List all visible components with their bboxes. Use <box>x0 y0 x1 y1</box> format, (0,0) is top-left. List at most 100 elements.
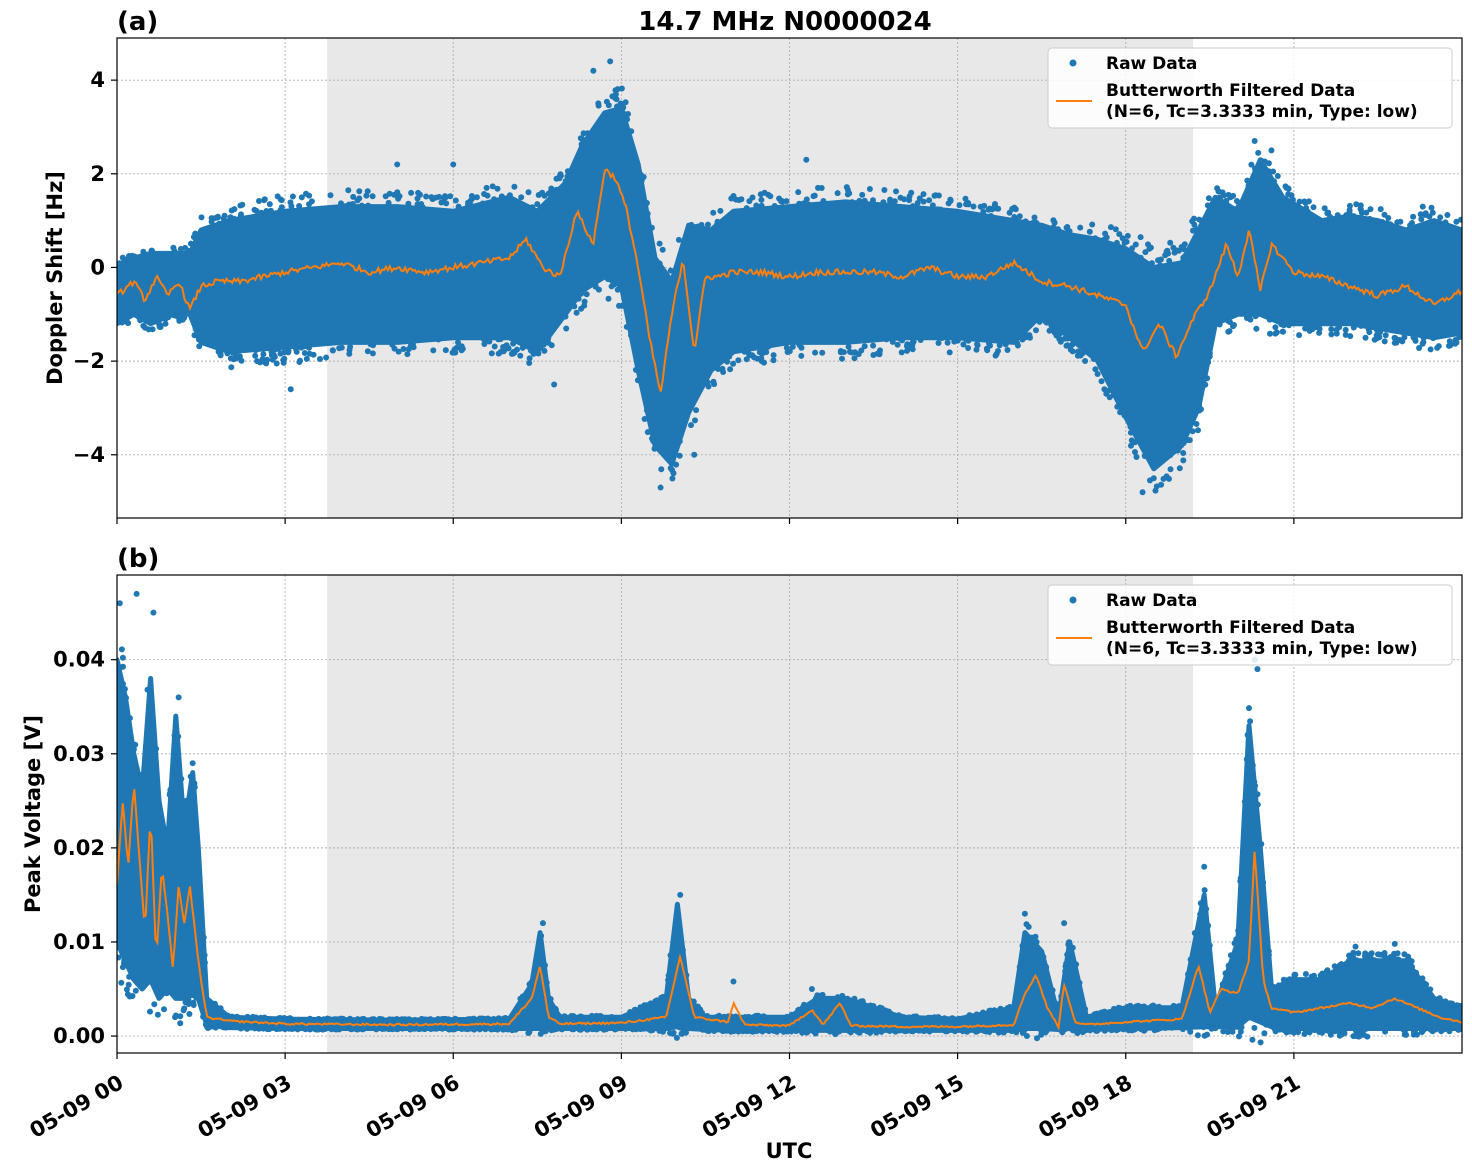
raw-data-point <box>494 1026 501 1033</box>
raw-data-point <box>396 193 403 200</box>
raw-data-point <box>897 335 904 342</box>
raw-data-point <box>562 178 569 185</box>
raw-data-point <box>1382 1028 1389 1035</box>
raw-data-point <box>538 932 545 939</box>
raw-data-point <box>147 1008 153 1015</box>
raw-data-point <box>1350 213 1357 220</box>
raw-data-point <box>1292 971 1299 978</box>
raw-data-point <box>1358 209 1365 216</box>
raw-data-point <box>861 343 868 350</box>
raw-data-point <box>252 352 259 359</box>
raw-data-point <box>430 347 437 354</box>
raw-data-point <box>405 200 412 207</box>
raw-data-point <box>129 993 136 999</box>
raw-data-point <box>166 791 173 798</box>
raw-data-point <box>1179 1026 1186 1033</box>
raw-data-point <box>1080 349 1087 356</box>
raw-data-point <box>261 196 268 203</box>
raw-data-point <box>1237 878 1244 885</box>
raw-data-point <box>820 198 827 204</box>
raw-data-point <box>117 260 123 267</box>
raw-data-outlier <box>1352 943 1359 950</box>
raw-data-point <box>1326 1028 1333 1035</box>
raw-data-point <box>660 1028 666 1035</box>
raw-data-point <box>1064 342 1071 349</box>
raw-data-point <box>996 342 1003 349</box>
raw-data-point <box>1453 218 1460 225</box>
raw-data-point <box>499 1025 506 1032</box>
raw-data-point <box>651 445 658 452</box>
raw-data-point <box>564 168 571 175</box>
raw-data-point <box>856 197 863 204</box>
raw-data-point <box>963 336 970 343</box>
raw-data-point <box>1305 198 1312 205</box>
raw-data-point <box>1274 173 1281 179</box>
raw-data-point <box>360 1026 367 1033</box>
raw-data-point <box>986 340 992 347</box>
raw-data-point <box>323 354 330 361</box>
y-tick-label: 0.00 <box>53 1024 105 1048</box>
raw-data-point <box>1113 239 1120 246</box>
raw-data-point <box>237 1025 244 1032</box>
raw-data-point <box>273 360 280 367</box>
raw-data-point <box>1225 962 1232 969</box>
raw-data-point <box>632 366 639 373</box>
raw-data-point <box>445 1016 452 1023</box>
raw-data-point <box>1217 196 1224 203</box>
raw-data-point <box>179 316 186 323</box>
raw-data-point <box>893 188 899 195</box>
raw-data-point <box>519 993 526 1000</box>
panel-b-legend-box <box>1047 584 1453 666</box>
raw-data-point <box>1162 1025 1169 1031</box>
raw-data-point <box>1117 409 1124 416</box>
raw-data-point <box>329 347 336 354</box>
raw-data-point <box>1191 930 1198 936</box>
raw-data-point <box>628 128 635 135</box>
raw-data-point <box>960 341 967 348</box>
raw-data-point <box>605 295 612 302</box>
raw-data-point <box>1120 1026 1127 1033</box>
raw-data-point <box>1258 841 1265 847</box>
raw-data-point <box>804 1029 811 1036</box>
raw-data-outlier <box>1254 666 1261 673</box>
raw-data-point <box>1403 1031 1410 1038</box>
raw-data-outlier <box>1324 967 1331 974</box>
raw-data-point <box>970 203 977 210</box>
raw-data-point <box>926 1028 933 1035</box>
raw-data-point <box>526 360 533 366</box>
panel-b-y-axis-label: Peak Voltage [V] <box>21 715 45 913</box>
raw-data-point <box>992 352 999 359</box>
raw-data-point <box>201 959 208 966</box>
raw-data-point <box>1141 453 1148 459</box>
raw-data-point <box>1434 344 1441 351</box>
raw-data-point <box>191 784 198 791</box>
raw-data-point <box>754 1027 761 1034</box>
raw-data-point <box>1456 330 1462 337</box>
raw-data-point <box>876 351 883 358</box>
raw-data-point <box>392 1025 399 1032</box>
raw-data-point <box>667 952 674 959</box>
raw-data-point <box>1063 224 1070 231</box>
raw-data-point <box>541 347 548 354</box>
raw-data-point <box>298 344 305 351</box>
raw-data-point <box>659 246 666 253</box>
raw-data-point <box>307 1026 314 1033</box>
raw-data-point <box>214 214 221 221</box>
raw-data-point <box>118 646 125 653</box>
raw-data-outlier <box>607 58 614 65</box>
raw-data-point <box>556 173 563 179</box>
raw-data-outlier <box>551 381 558 388</box>
raw-data-outlier <box>590 67 597 74</box>
raw-data-point <box>1363 209 1370 216</box>
raw-data-point <box>221 212 228 219</box>
raw-data-point <box>1009 1004 1016 1011</box>
raw-data-point <box>258 209 265 216</box>
raw-data-point <box>1410 334 1417 341</box>
y-tick-label: 0 <box>90 255 105 279</box>
raw-data-point <box>1235 927 1242 934</box>
raw-data-point <box>595 286 602 293</box>
raw-data-point <box>989 206 996 213</box>
raw-data-point <box>605 102 612 109</box>
raw-data-point <box>670 1029 677 1036</box>
raw-data-point <box>1165 250 1172 257</box>
